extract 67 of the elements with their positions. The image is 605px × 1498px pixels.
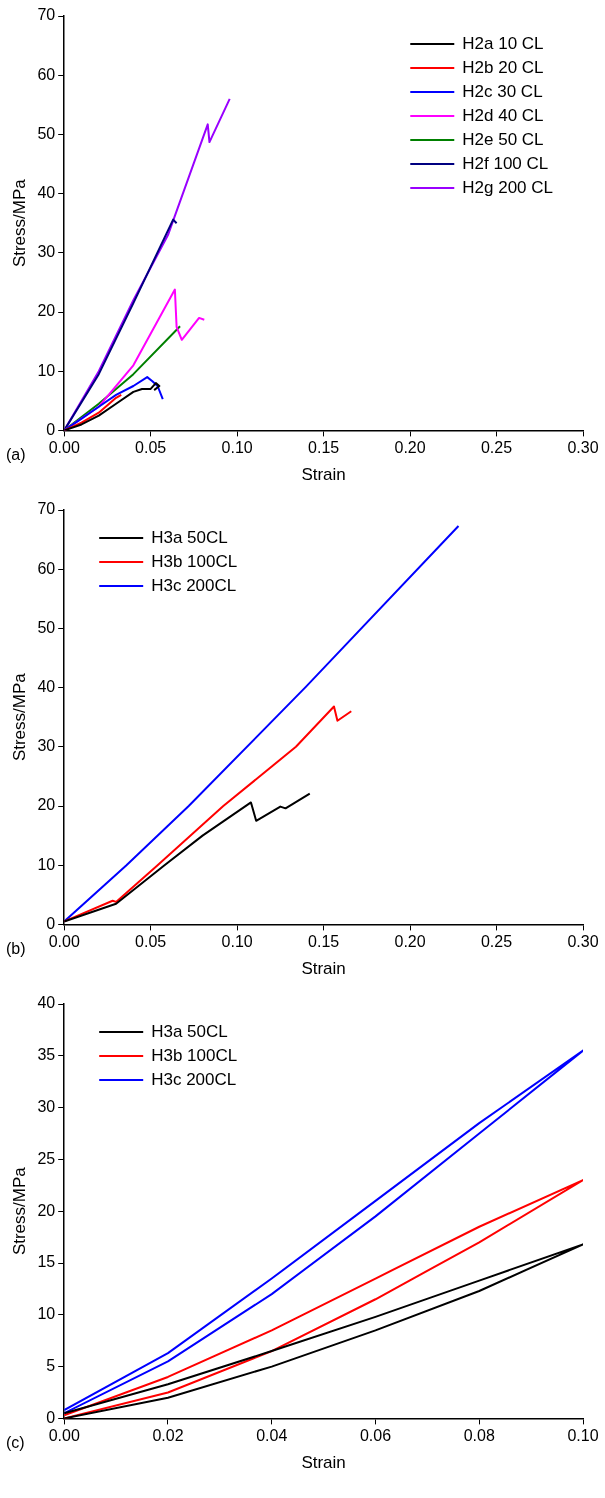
x-tick-label: 0.06 xyxy=(359,1427,392,1445)
x-axis-title: Strain xyxy=(301,465,346,485)
text: (b) xyxy=(6,940,26,958)
x-tick-label: 0.15 xyxy=(308,439,340,457)
text: (a) xyxy=(6,446,26,464)
legend-label: H2e 50 CL xyxy=(462,129,544,149)
y-tick-label: 0 xyxy=(46,420,56,438)
legend-label: H3b 100CL xyxy=(151,551,238,571)
y-tick-label: 40 xyxy=(37,184,56,202)
x-tick-label: 0.05 xyxy=(135,933,167,951)
y-tick-label: 10 xyxy=(37,855,56,873)
y-tick-label: 40 xyxy=(37,994,56,1012)
text: (c) xyxy=(6,1434,25,1452)
y-axis-title: Stress/MPa xyxy=(9,178,29,268)
legend-label: H3c 200CL xyxy=(151,1069,237,1089)
y-tick-label: 20 xyxy=(37,1201,56,1219)
x-tick-label: 0.00 xyxy=(48,439,80,457)
y-tick-label: 70 xyxy=(37,500,56,518)
y-tick-label: 70 xyxy=(37,6,56,24)
y-tick-label: 10 xyxy=(37,1305,56,1323)
y-tick-label: 25 xyxy=(37,1149,56,1167)
legend-label: H2g 200 CL xyxy=(462,177,554,197)
legend-label: H3b 100CL xyxy=(151,1045,238,1065)
legend-label: H2d 40 CL xyxy=(462,105,544,125)
y-tick-label: 60 xyxy=(37,65,56,83)
y-tick-label: 40 xyxy=(37,678,56,696)
y-axis-title: Stress/MPa xyxy=(9,672,29,762)
y-tick-label: 50 xyxy=(37,124,56,142)
x-tick-label: 0.25 xyxy=(480,439,513,457)
legend-label: H2a 10 CL xyxy=(462,33,544,53)
x-axis-title: Strain xyxy=(301,959,346,979)
x-tick-label: 0.00 xyxy=(48,1427,80,1445)
legend-label: H2f 100 CL xyxy=(462,153,549,173)
y-tick-label: 30 xyxy=(37,1098,56,1116)
x-axis-title: Strain xyxy=(301,1453,346,1473)
legend-label: H3c 200CL xyxy=(151,575,237,595)
legend-label: H3a 50CL xyxy=(151,527,228,547)
x-tick-label: 0.10 xyxy=(221,439,253,457)
x-tick-label: 0.30 xyxy=(567,933,599,951)
x-tick-label: 0.05 xyxy=(135,439,167,457)
y-tick-label: 60 xyxy=(37,559,56,577)
x-tick-label: 0.25 xyxy=(480,933,513,951)
y-tick-label: 5 xyxy=(46,1357,56,1375)
legend-label: H2b 20 CL xyxy=(462,57,544,77)
x-tick-label: 0.10 xyxy=(567,1427,599,1445)
x-tick-label: 0.10 xyxy=(221,933,253,951)
y-tick-label: 35 xyxy=(37,1046,56,1064)
x-tick-label: 0.00 xyxy=(48,933,80,951)
y-tick-label: 0 xyxy=(46,914,56,932)
legend-label: H2c 30 CL xyxy=(462,81,543,101)
y-tick-label: 15 xyxy=(37,1253,56,1271)
y-tick-label: 0 xyxy=(46,1408,56,1426)
x-tick-label: 0.30 xyxy=(567,439,599,457)
x-tick-label: 0.02 xyxy=(152,1427,184,1445)
y-tick-label: 30 xyxy=(37,243,56,261)
legend-label: H3a 50CL xyxy=(151,1021,228,1041)
y-tick-label: 30 xyxy=(37,737,56,755)
y-tick-label: 10 xyxy=(37,361,56,379)
y-axis-title: Stress/MPa xyxy=(9,1166,29,1256)
x-tick-label: 0.20 xyxy=(394,439,426,457)
x-tick-label: 0.08 xyxy=(463,1427,495,1445)
y-tick-label: 20 xyxy=(37,302,56,320)
y-tick-label: 50 xyxy=(37,618,56,636)
x-tick-label: 0.04 xyxy=(256,1427,288,1445)
x-tick-label: 0.20 xyxy=(394,933,426,951)
y-tick-label: 20 xyxy=(37,796,56,814)
x-tick-label: 0.15 xyxy=(308,933,340,951)
